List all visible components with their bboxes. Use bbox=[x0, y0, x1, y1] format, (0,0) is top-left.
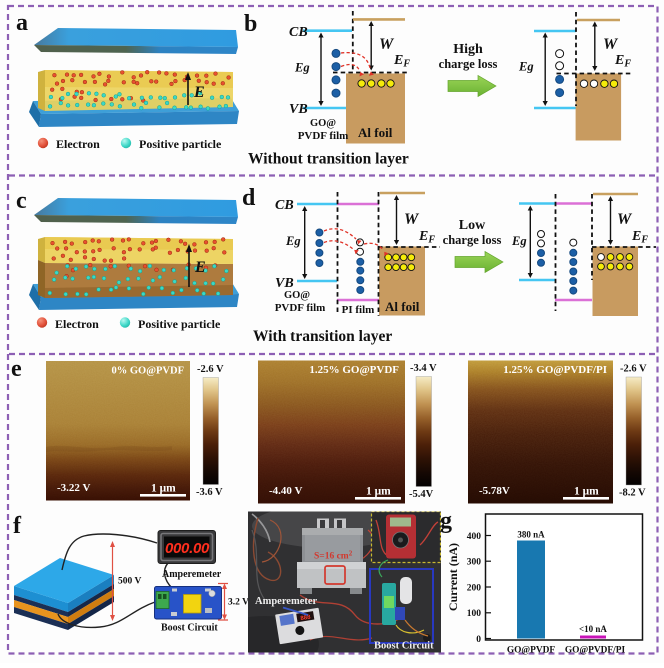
svg-text:500 V: 500 V bbox=[118, 577, 141, 587]
svg-text:Boost Circuit: Boost Circuit bbox=[374, 641, 434, 652]
svg-text:High: High bbox=[453, 42, 483, 57]
svg-text:-2.6 V: -2.6 V bbox=[620, 364, 647, 375]
svg-text:GO@: GO@ bbox=[284, 290, 310, 301]
svg-text:GO@: GO@ bbox=[310, 118, 336, 129]
svg-text:c: c bbox=[16, 188, 27, 214]
svg-text:-3.6 V: -3.6 V bbox=[196, 487, 223, 498]
svg-text:Eg: Eg bbox=[294, 61, 310, 75]
svg-text:VB: VB bbox=[289, 102, 308, 117]
svg-text:1 μm: 1 μm bbox=[574, 486, 599, 498]
svg-text:CB: CB bbox=[275, 198, 294, 213]
svg-text:-3.4 V: -3.4 V bbox=[410, 363, 437, 374]
svg-text:With transition layer: With transition layer bbox=[253, 328, 392, 345]
svg-text:Low: Low bbox=[459, 218, 486, 233]
svg-text:W: W bbox=[404, 211, 420, 228]
svg-text:W: W bbox=[603, 36, 619, 53]
svg-text:Al foil: Al foil bbox=[385, 299, 420, 314]
svg-text:S=16 cm2: S=16 cm2 bbox=[314, 550, 353, 562]
svg-text:charge loss: charge loss bbox=[443, 233, 502, 247]
svg-text:charge loss: charge loss bbox=[439, 57, 498, 71]
svg-text:-2.6 V: -2.6 V bbox=[197, 364, 224, 375]
svg-text:400: 400 bbox=[467, 532, 482, 542]
svg-text:1 μm: 1 μm bbox=[366, 486, 391, 498]
svg-text:g: g bbox=[440, 508, 452, 534]
svg-text:Al foil: Al foil bbox=[358, 125, 393, 140]
svg-text:<10 nA: <10 nA bbox=[579, 624, 607, 634]
svg-text:300: 300 bbox=[467, 558, 482, 568]
svg-text:a: a bbox=[16, 10, 28, 36]
svg-text:3.2 V: 3.2 V bbox=[228, 598, 249, 608]
svg-text:-3.22 V: -3.22 V bbox=[57, 482, 90, 494]
svg-text:Eg: Eg bbox=[285, 234, 301, 248]
svg-text:-5.78V: -5.78V bbox=[479, 485, 510, 497]
svg-text:W: W bbox=[617, 211, 633, 228]
svg-text:Boost Circuit: Boost Circuit bbox=[161, 623, 218, 634]
svg-text:Without transition layer: Without transition layer bbox=[248, 151, 409, 168]
svg-text:E: E bbox=[193, 84, 205, 101]
svg-text:380 nA: 380 nA bbox=[517, 530, 545, 540]
svg-text:PVDF film: PVDF film bbox=[275, 302, 326, 314]
svg-text:Amperemeter: Amperemeter bbox=[162, 569, 222, 580]
svg-text:1.25% GO@PVDF: 1.25% GO@PVDF bbox=[309, 364, 399, 376]
svg-text:GO@PVDF: GO@PVDF bbox=[507, 646, 556, 656]
svg-text:0: 0 bbox=[476, 635, 481, 645]
svg-text:1.25% GO@PVDF/PI: 1.25% GO@PVDF/PI bbox=[503, 364, 607, 376]
svg-text:Amperemeter: Amperemeter bbox=[255, 596, 318, 607]
svg-text:Eg: Eg bbox=[518, 60, 534, 74]
svg-text:e: e bbox=[11, 356, 22, 382]
svg-text:f: f bbox=[13, 513, 22, 539]
svg-text:200: 200 bbox=[467, 583, 482, 593]
svg-text:Electron: Electron bbox=[56, 137, 100, 151]
svg-text:Electron: Electron bbox=[55, 317, 99, 331]
svg-text:E: E bbox=[194, 259, 206, 276]
svg-text:100: 100 bbox=[467, 609, 482, 619]
svg-text:Positive particle: Positive particle bbox=[138, 317, 221, 331]
svg-text:000.00: 000.00 bbox=[165, 540, 210, 557]
svg-text:1 μm: 1 μm bbox=[151, 483, 176, 495]
svg-text:b: b bbox=[244, 11, 257, 37]
svg-text:CB: CB bbox=[289, 25, 308, 40]
svg-text:Positive particle: Positive particle bbox=[139, 137, 222, 151]
svg-text:GO@PVDF/PI: GO@PVDF/PI bbox=[565, 646, 626, 656]
svg-text:-4.40 V: -4.40 V bbox=[269, 485, 302, 497]
svg-text:Eg: Eg bbox=[511, 234, 527, 248]
svg-text:VB: VB bbox=[275, 276, 294, 291]
svg-text:0% GO@PVDF: 0% GO@PVDF bbox=[112, 366, 184, 377]
svg-text:PI film: PI film bbox=[342, 304, 375, 316]
svg-text:PVDF film: PVDF film bbox=[298, 130, 349, 142]
svg-text:-5.4V: -5.4V bbox=[409, 489, 434, 500]
svg-text:W: W bbox=[379, 36, 395, 53]
svg-text:Current (nA): Current (nA) bbox=[446, 543, 460, 611]
svg-text:888: 888 bbox=[300, 615, 311, 623]
svg-text:d: d bbox=[242, 185, 256, 211]
svg-text:-8.2 V: -8.2 V bbox=[619, 488, 646, 499]
